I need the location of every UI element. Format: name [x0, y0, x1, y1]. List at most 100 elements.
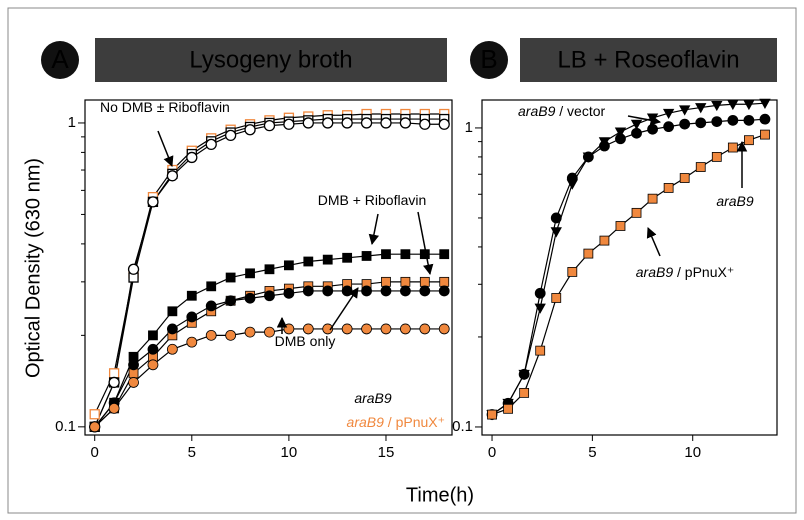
- data-point: [380, 117, 392, 129]
- data-point: [631, 127, 642, 139]
- data-point: [361, 251, 372, 261]
- data-point: [381, 249, 391, 260]
- x-tick-label: 10: [684, 444, 701, 461]
- data-point: [205, 138, 217, 151]
- y-tick-label: 0.1: [452, 418, 473, 435]
- annotation: araB9 / vector: [518, 103, 605, 119]
- data-point: [631, 207, 642, 218]
- data-point: [711, 116, 723, 127]
- data-point: [615, 221, 626, 231]
- x-tick-label: 10: [281, 444, 298, 461]
- data-point: [302, 117, 314, 129]
- data-point: [128, 359, 139, 371]
- y-tick-label: 0.1: [55, 418, 76, 435]
- data-point: [695, 117, 707, 129]
- data-point: [566, 172, 578, 184]
- annotation-arrow: [627, 115, 662, 126]
- data-point: [264, 326, 275, 338]
- panel-title: Lysogeny broth: [189, 46, 352, 73]
- data-point: [264, 290, 275, 302]
- data-point: [419, 285, 431, 297]
- plot-frame: [481, 99, 778, 436]
- data-point: [399, 117, 412, 129]
- panel-label: A: [51, 44, 69, 74]
- data-point: [518, 368, 530, 380]
- data-point: [399, 323, 411, 335]
- annotation-part: DMB only: [275, 333, 336, 349]
- data-point: [400, 249, 411, 260]
- data-point: [534, 303, 546, 314]
- annotation-part: araB9: [636, 264, 674, 280]
- data-point: [89, 421, 101, 433]
- data-point: [615, 133, 626, 145]
- data-point: [743, 114, 755, 126]
- panel-header: [95, 38, 447, 82]
- data-point: [711, 100, 723, 112]
- data-point: [303, 256, 314, 267]
- data-point: [244, 326, 256, 338]
- data-point: [322, 117, 334, 129]
- data-point: [599, 140, 610, 152]
- data-point: [534, 287, 546, 299]
- data-point: [380, 285, 392, 297]
- data-point: [419, 118, 431, 130]
- data-point: [419, 323, 431, 335]
- annotation-part: / pPnuX⁺: [673, 264, 734, 280]
- data-point: [583, 248, 594, 259]
- annotation-arrow: [157, 130, 174, 167]
- data-point: [582, 151, 594, 163]
- data-point: [89, 409, 100, 420]
- annotation: araB9 / pPnuX⁺: [636, 264, 734, 280]
- data-point: [244, 124, 256, 136]
- data-point: [550, 212, 562, 224]
- data-point: [399, 285, 411, 297]
- annotation-part: / pPnuX⁺: [384, 414, 445, 430]
- data-point: [341, 117, 353, 129]
- data-point: [283, 260, 294, 271]
- data-point: [663, 121, 675, 133]
- series-line: [94, 290, 445, 428]
- annotation: DMB + Riboflavin: [318, 192, 427, 208]
- data-point: [614, 127, 627, 138]
- panel-label: B: [480, 44, 497, 74]
- data-point: [663, 183, 674, 193]
- x-tick-label: 0: [91, 444, 99, 461]
- data-point: [760, 129, 770, 140]
- data-point: [360, 117, 373, 129]
- data-point: [322, 323, 334, 335]
- data-point: [322, 254, 333, 265]
- data-point: [599, 235, 610, 246]
- data-point: [743, 99, 755, 111]
- data-point: [302, 323, 314, 335]
- data-point: [147, 359, 159, 371]
- x-tick-label: 5: [188, 444, 196, 461]
- data-point: [108, 368, 120, 379]
- data-point: [225, 329, 237, 341]
- data-point: [186, 311, 198, 323]
- data-point: [186, 336, 198, 348]
- x-tick-label: 0: [488, 444, 496, 461]
- data-point: [647, 193, 658, 204]
- data-point: [381, 276, 391, 287]
- data-point: [679, 173, 690, 183]
- data-point: [711, 152, 722, 162]
- x-axis-label: Time(h): [406, 484, 474, 506]
- data-point: [341, 285, 353, 297]
- y-tick-label: 1: [465, 119, 473, 136]
- series-line: [94, 328, 445, 428]
- annotation-part: araB9: [518, 103, 556, 119]
- annotation-part: / vector: [555, 103, 605, 119]
- data-point: [205, 300, 217, 312]
- annotation: DMB only: [275, 333, 336, 349]
- data-point: [727, 114, 739, 126]
- data-point: [361, 285, 372, 297]
- data-point: [263, 119, 276, 132]
- annotation: araB9: [716, 193, 754, 209]
- data-point: [535, 345, 546, 356]
- annotation-arrow: [646, 227, 661, 257]
- data-point: [727, 99, 739, 111]
- data-point: [662, 108, 675, 120]
- data-point: [186, 151, 198, 164]
- annotation-part: araB9: [354, 390, 392, 406]
